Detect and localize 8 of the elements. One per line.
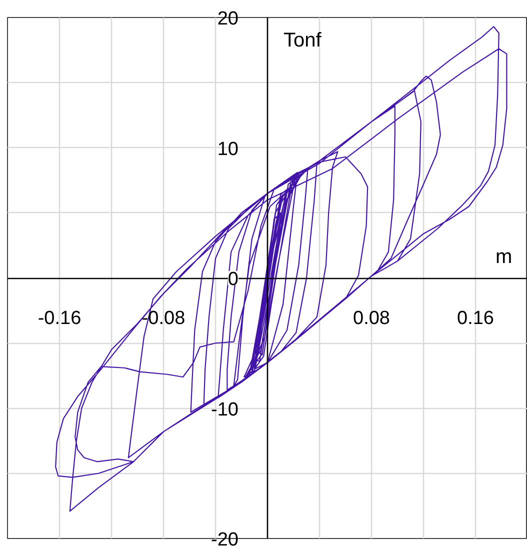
x-tick-label: 0.16 xyxy=(457,308,494,329)
y-axis-title: Tonf xyxy=(284,30,322,52)
x-axis-title: m xyxy=(496,246,512,268)
x-tick-label: 0.08 xyxy=(353,308,390,329)
x-tick-label: -0.16 xyxy=(38,308,82,329)
y-tick-label: 0 xyxy=(228,269,239,290)
y-tick-label: -10 xyxy=(211,399,239,420)
y-tick-label: 10 xyxy=(217,138,239,160)
